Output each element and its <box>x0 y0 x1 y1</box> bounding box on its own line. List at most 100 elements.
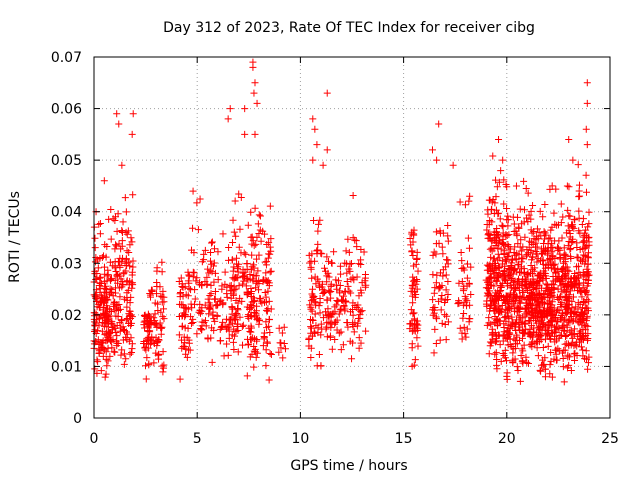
data-point <box>140 318 148 326</box>
data-point <box>585 241 593 249</box>
data-point <box>513 331 521 339</box>
data-point <box>207 281 215 289</box>
data-point <box>349 339 357 347</box>
data-point <box>307 354 315 362</box>
data-point <box>107 235 115 243</box>
data-point <box>279 354 287 362</box>
data-point <box>411 323 419 331</box>
data-point <box>515 323 523 331</box>
data-point <box>546 361 554 369</box>
data-point <box>541 365 549 373</box>
data-point <box>558 298 566 306</box>
data-point <box>114 210 122 218</box>
data-point <box>328 310 336 318</box>
data-point <box>126 262 134 270</box>
data-point <box>550 209 558 217</box>
data-point <box>355 344 363 352</box>
data-point <box>142 375 150 383</box>
data-point <box>244 221 252 229</box>
data-point <box>211 317 219 325</box>
data-point <box>196 195 204 203</box>
data-point <box>564 222 572 230</box>
data-point <box>357 246 365 254</box>
data-point <box>514 213 522 221</box>
data-point <box>141 362 149 370</box>
data-point <box>247 328 255 336</box>
data-point <box>483 261 491 269</box>
data-point <box>309 115 317 123</box>
data-point <box>484 206 492 214</box>
data-point <box>555 245 563 253</box>
data-point <box>126 241 134 249</box>
data-point <box>223 325 231 333</box>
data-point <box>225 256 233 264</box>
data-point <box>127 334 135 342</box>
data-point <box>153 278 161 286</box>
data-point <box>409 299 417 307</box>
data-point <box>94 336 102 344</box>
data-point <box>495 264 503 272</box>
data-point <box>574 332 582 340</box>
data-point <box>523 271 531 279</box>
data-point <box>257 237 265 245</box>
data-point <box>244 335 252 343</box>
data-point <box>509 359 517 367</box>
data-point <box>582 226 590 234</box>
data-point <box>583 268 591 276</box>
data-point <box>489 236 497 244</box>
data-point <box>111 276 119 284</box>
data-point <box>561 258 569 266</box>
data-point <box>319 161 327 169</box>
data-point <box>543 331 551 339</box>
data-point <box>465 318 473 326</box>
data-point <box>521 233 529 241</box>
data-point <box>512 318 520 326</box>
data-point <box>252 240 260 248</box>
data-point <box>228 331 236 339</box>
data-point <box>564 206 572 214</box>
data-point <box>497 308 505 316</box>
data-point <box>309 316 317 324</box>
data-point <box>349 274 357 282</box>
data-point <box>507 245 515 253</box>
data-point <box>156 283 164 291</box>
y-tick-label: 0.07 <box>51 50 82 66</box>
data-point <box>492 176 500 184</box>
data-point <box>307 297 315 305</box>
data-point <box>190 269 198 277</box>
data-point <box>349 319 357 327</box>
data-point <box>504 241 512 249</box>
data-point <box>541 290 549 298</box>
data-point <box>462 295 470 303</box>
data-point <box>129 191 137 199</box>
data-point <box>266 268 274 276</box>
data-point <box>118 228 126 236</box>
data-point <box>464 260 472 268</box>
data-point <box>112 241 120 249</box>
data-point <box>235 190 243 198</box>
data-point <box>314 220 322 228</box>
data-point <box>565 300 573 308</box>
data-point <box>535 228 543 236</box>
data-point <box>552 356 560 364</box>
data-point <box>524 249 532 257</box>
data-point <box>500 247 508 255</box>
data-point <box>565 183 573 191</box>
y-tick-label: 0 <box>73 411 82 427</box>
data-point <box>241 105 249 113</box>
data-point <box>530 329 538 337</box>
data-point <box>414 342 422 350</box>
data-point <box>275 348 283 356</box>
data-point <box>140 337 148 345</box>
data-point <box>184 305 192 313</box>
data-point <box>207 239 215 247</box>
data-point <box>229 305 237 313</box>
data-point <box>494 209 502 217</box>
data-point <box>534 352 542 360</box>
data-point <box>193 330 201 338</box>
data-point <box>191 286 199 294</box>
data-point <box>326 288 334 296</box>
data-point <box>357 308 365 316</box>
data-point <box>486 307 494 315</box>
